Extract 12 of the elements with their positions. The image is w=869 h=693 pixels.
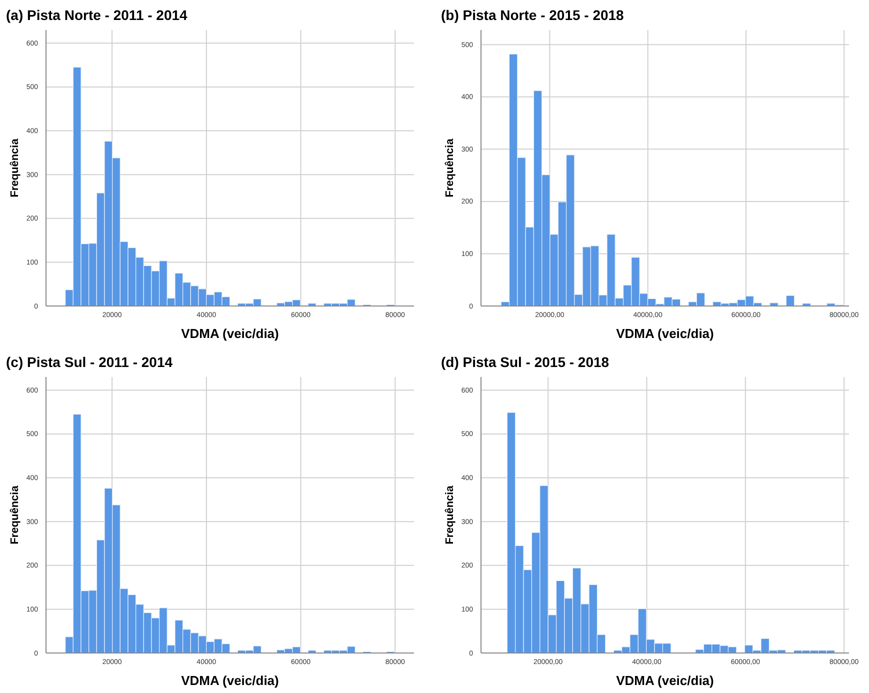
y-axis-title: Frequência: [444, 484, 456, 544]
y-axis-title: Frequência: [444, 138, 456, 198]
chart-title: (c) Pista Sul - 2011 - 2014: [6, 354, 173, 370]
x-axis-title: VDMA (veic/dia): [616, 326, 714, 341]
x-axis-title: VDMA (veic/dia): [616, 673, 714, 688]
chart-title: (a) Pista Norte - 2011 - 2014: [6, 7, 188, 23]
chart-title: (d) Pista Sul - 2015 - 2018: [441, 354, 610, 370]
y-axis-title: Frequência: [9, 138, 21, 198]
x-axis-title: VDMA (veic/dia): [181, 673, 279, 688]
x-axis-title: VDMA (veic/dia): [181, 326, 279, 341]
chart-title: (b) Pista Norte - 2015 - 2018: [441, 7, 624, 23]
y-axis-title: Frequência: [9, 484, 21, 544]
